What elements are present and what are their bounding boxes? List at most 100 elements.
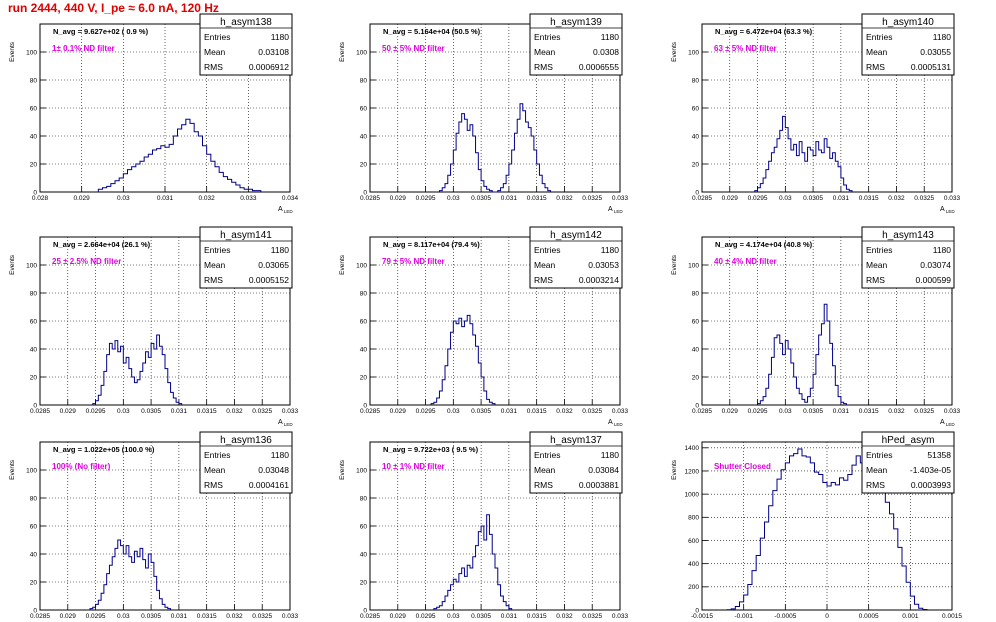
plot-frame bbox=[701, 441, 953, 611]
navg-label: N_avg = 4.174e+04 (40.8 %) bbox=[715, 240, 813, 249]
y-tick-label: 60 bbox=[30, 105, 38, 112]
navg-label: N_avg = 8.117e+04 (79.4 %) bbox=[383, 240, 480, 249]
x-axis-label: A LED bbox=[278, 419, 293, 427]
y-tick-label: 40 bbox=[360, 133, 368, 140]
panel-h_asym140: 0.0285 0.029 0.0295 0.03 0.0305 0.031 0.0315 0.… bbox=[671, 13, 961, 214]
histogram-name: h_asym143 bbox=[882, 230, 934, 241]
x-tick-label: 0.031 bbox=[833, 408, 850, 415]
stat-entries-label: Entries bbox=[866, 245, 892, 255]
x-tick-label: 0.0325 bbox=[582, 195, 602, 202]
stat-entries-label: Entries bbox=[204, 245, 230, 255]
panel-h_asym142: 0.0285 0.029 0.0295 0.03 0.0305 0.031 0.0315 0.… bbox=[339, 226, 629, 427]
x-tick-label: 0.0315 bbox=[527, 195, 547, 202]
stat-entries-value: 1180 bbox=[271, 450, 290, 460]
stat-mean-value: 0.03065 bbox=[258, 260, 289, 270]
x-tick-label: 0.0325 bbox=[582, 613, 602, 620]
y-tick-label: 20 bbox=[30, 374, 38, 381]
x-tick-label: 0.0295 bbox=[748, 408, 768, 415]
filter-annotation: 100% (No filter) bbox=[52, 462, 111, 471]
y-tick-label: 1000 bbox=[685, 491, 700, 498]
x-tick-label: 0.0325 bbox=[252, 613, 272, 620]
page-title: run 2444, 440 V, I_pe ≈ 6.0 nA, 120 Hz bbox=[8, 1, 219, 15]
stats-box bbox=[199, 431, 293, 494]
stat-mean-label: Mean bbox=[534, 47, 556, 57]
x-tick-label: 0.029 bbox=[390, 613, 407, 620]
y-tick-label: 20 bbox=[30, 161, 38, 168]
y-tick-label: 0 bbox=[33, 189, 37, 196]
y-tick-label: 80 bbox=[30, 290, 38, 297]
x-tick-label: 0.033 bbox=[944, 195, 961, 202]
x-tick-label: 0.028 bbox=[32, 195, 49, 202]
histogram-series bbox=[97, 118, 262, 192]
y-tick-label: 0 bbox=[33, 402, 37, 409]
plot-frame bbox=[39, 236, 291, 406]
x-tick-label: 0.0295 bbox=[748, 195, 768, 202]
stat-mean-value: 0.03108 bbox=[258, 47, 289, 57]
x-tick-label: 0.0005 bbox=[859, 613, 879, 620]
navg-label: N_avg = 6.472e+04 (63.3 %) bbox=[715, 27, 813, 36]
x-axis-label: A LED bbox=[940, 206, 955, 214]
y-axis-label: Events bbox=[9, 254, 16, 275]
y-tick-label: 0 bbox=[695, 189, 699, 196]
x-tick-label: 0.032 bbox=[556, 408, 573, 415]
y-tick-label: 40 bbox=[692, 133, 700, 140]
x-tick-label: 0.0285 bbox=[692, 195, 712, 202]
y-tick-label: 60 bbox=[30, 318, 38, 325]
x-tick-label: 0.029 bbox=[60, 408, 77, 415]
y-axis-label: Events bbox=[9, 459, 16, 480]
filter-annotation: 1± 0.1% ND filter bbox=[52, 44, 115, 53]
y-tick-label: 1400 bbox=[685, 445, 700, 452]
x-tick-label: 0.0305 bbox=[141, 408, 161, 415]
stat-rms-value: 0.0005152 bbox=[249, 275, 289, 285]
y-tick-label: 80 bbox=[692, 77, 700, 84]
stat-rms-value: 0.000599 bbox=[916, 275, 952, 285]
stat-mean-value: 0.03053 bbox=[588, 260, 619, 270]
panel-h_asym137: 0.0285 0.029 0.0295 0.03 0.0305 0.031 0.0315 0.… bbox=[339, 431, 629, 620]
stat-rms-label: RMS bbox=[534, 62, 553, 72]
y-tick-label: 0 bbox=[363, 402, 367, 409]
histogram-name: h_asym136 bbox=[220, 435, 272, 446]
x-tick-label: -0.0015 bbox=[691, 613, 713, 620]
x-tick-label: 0.0325 bbox=[914, 195, 934, 202]
histogram-series bbox=[433, 514, 513, 610]
x-tick-label: 0.0285 bbox=[360, 408, 380, 415]
stat-entries-label: Entries bbox=[534, 245, 560, 255]
y-tick-label: 40 bbox=[692, 346, 700, 353]
y-tick-label: 0 bbox=[33, 607, 37, 614]
y-tick-label: 60 bbox=[692, 105, 700, 112]
x-tick-label: 0.0325 bbox=[252, 408, 272, 415]
y-tick-label: 100 bbox=[688, 262, 699, 269]
x-tick-label: 0.0295 bbox=[416, 195, 436, 202]
x-tick-label: 0.03 bbox=[117, 613, 130, 620]
x-tick-label: 0.03 bbox=[779, 408, 792, 415]
plot-frame bbox=[701, 23, 953, 193]
y-tick-label: 0 bbox=[695, 402, 699, 409]
histogram-name: h_asym141 bbox=[220, 230, 272, 241]
y-tick-label: 80 bbox=[360, 290, 368, 297]
x-tick-label: 0.0315 bbox=[197, 408, 217, 415]
x-tick-label: 0 bbox=[825, 613, 829, 620]
x-tick-label: 0.031 bbox=[501, 195, 518, 202]
histogram-name: h_asym140 bbox=[882, 17, 934, 28]
x-tick-label: 0.0285 bbox=[30, 613, 50, 620]
y-tick-label: 0 bbox=[695, 607, 699, 614]
histogram-name: h_asym139 bbox=[550, 17, 602, 28]
stat-rms-value: 0.0006555 bbox=[579, 62, 619, 72]
y-axis-label: Events bbox=[671, 254, 678, 275]
stat-rms-label: RMS bbox=[866, 480, 885, 490]
x-axis-label: A LED bbox=[608, 206, 623, 214]
histogram-series bbox=[438, 103, 552, 193]
filter-annotation: 40 ± 4% ND filter bbox=[714, 257, 777, 266]
x-tick-label: 0.029 bbox=[60, 613, 77, 620]
stat-entries-label: Entries bbox=[534, 32, 560, 42]
x-tick-label: 0.0325 bbox=[914, 408, 934, 415]
x-tick-label: 0.0295 bbox=[416, 613, 436, 620]
x-tick-label: 0.0325 bbox=[582, 408, 602, 415]
histogram-series bbox=[430, 314, 496, 405]
x-tick-label: 0.029 bbox=[390, 195, 407, 202]
y-tick-label: 100 bbox=[26, 262, 37, 269]
plot-frame bbox=[39, 23, 291, 193]
panel-h_asym141: 0.0285 0.029 0.0295 0.03 0.0305 0.031 0.0315 0.… bbox=[9, 226, 299, 427]
panel-h_asym143: 0.0285 0.029 0.0295 0.03 0.0305 0.031 0.0315 0.… bbox=[671, 226, 961, 427]
x-tick-label: 0.0285 bbox=[360, 613, 380, 620]
